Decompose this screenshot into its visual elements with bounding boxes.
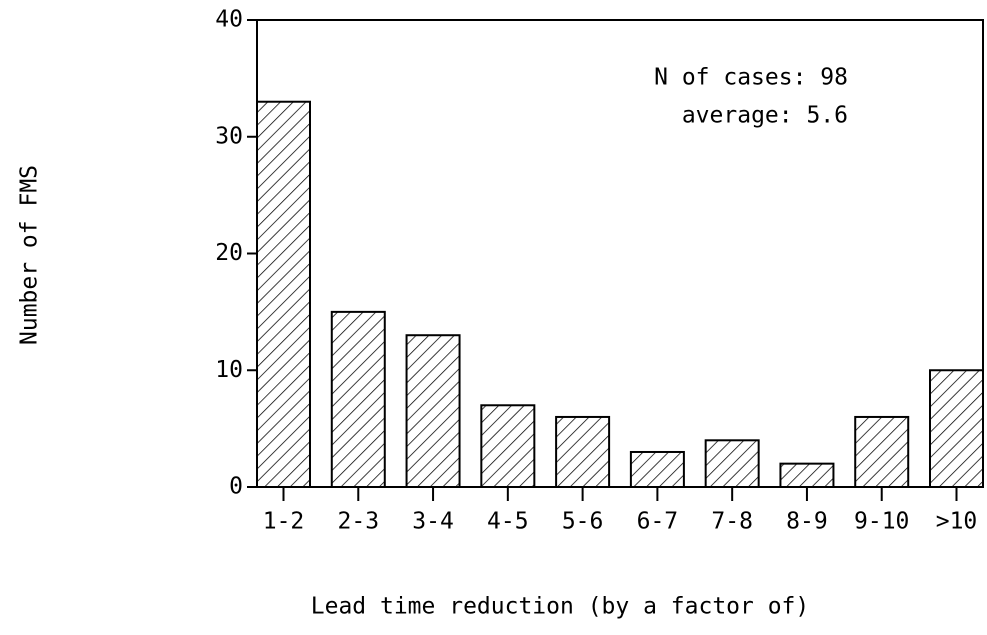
bar [929,369,984,488]
x-tick-label: 7-8 [711,509,753,535]
bar [629,450,685,489]
bar [854,415,910,489]
bar [405,334,461,488]
bar [555,415,611,489]
y-tick-label: 0 [229,474,243,500]
x-tick-label: 9-10 [854,509,909,535]
x-tick-label: 8-9 [786,509,828,535]
y-tick-label: 30 [215,123,243,149]
x-tick-label: 2-3 [338,509,380,535]
bar [480,404,536,488]
bar [330,310,386,488]
x-tick-label: 5-6 [562,509,604,535]
annotation: average: 5.6 [682,103,848,129]
y-axis-label: Number of FMS [17,165,43,345]
bar [704,439,760,488]
x-tick-label: 4-5 [487,509,529,535]
y-tick-label: 40 [215,7,243,33]
x-tick-label: 3-4 [412,509,454,535]
x-tick-label: >10 [936,509,978,535]
x-tick-label: 1-2 [263,509,305,535]
bar [779,462,835,488]
y-tick-label: 20 [215,240,243,266]
x-axis-label: Lead time reduction (by a factor of) [311,594,810,620]
annotation: N of cases: 98 [654,65,848,91]
y-tick-label: 10 [215,357,243,383]
bar [256,100,311,488]
x-tick-label: 6-7 [637,509,679,535]
